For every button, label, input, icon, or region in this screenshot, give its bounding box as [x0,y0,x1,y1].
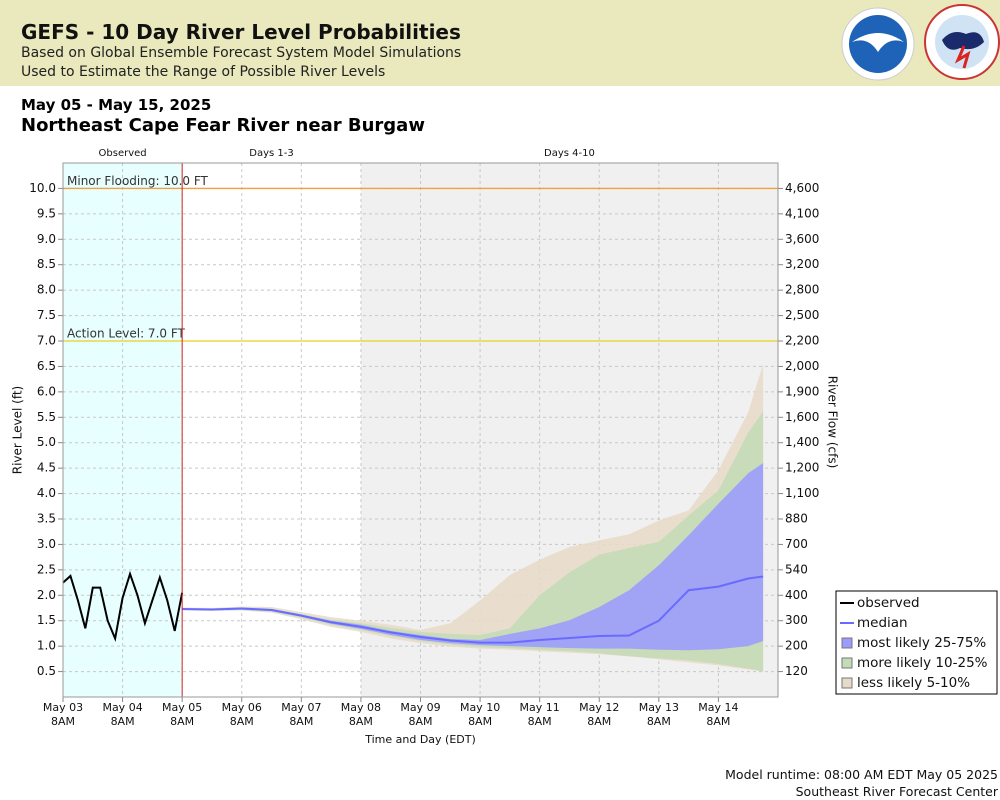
y2-tick-label: 1,200 [785,461,819,475]
logos [841,4,1000,81]
y2-tick-label: 1,100 [785,486,819,500]
plot-frame [62,162,779,698]
y-tick-label: 8.5 [37,257,56,271]
nws-cloud [942,32,984,50]
y-tick-label: 4.0 [37,486,56,500]
y2-tick-label: 1,900 [785,384,819,398]
x-tick-label: May 03 8AM [43,701,83,728]
x-tick-label: May 10 8AM [460,701,500,728]
y-tick-label: 10.0 [29,181,56,195]
y2-tick-label: 1,400 [785,435,819,449]
x-tick-label: May 04 8AM [102,701,142,728]
y-tick-label: 3.5 [37,512,56,526]
y-tick-label: 8.0 [37,283,56,297]
y2-axis-label: River Flow (cfs) [826,376,840,469]
legend-label: less likely 5-10% [857,675,970,691]
chart-title: Northeast Cape Fear River near Burgaw [21,115,425,136]
y-tick-label: 4.5 [37,461,56,475]
series-line [182,575,764,644]
legend-label: most likely 25-75% [857,635,986,651]
threshold-label: Minor Flooding: 10.0 FT [67,174,209,188]
y2-tick-label: 1,600 [785,410,819,424]
x-tick-label: May 13 8AM [639,701,679,728]
x-tick-label: May 12 8AM [579,701,619,728]
x-tick-label: May 09 8AM [400,701,440,728]
x-tick-label: May 14 8AM [698,701,738,728]
footer-runtime: Model runtime: 08:00 AM EDT May 05 2025 [725,767,998,782]
y2-tick-label: 3,600 [785,232,819,246]
y-tick-label: 2.0 [37,588,56,602]
y2-tick-label: 200 [785,639,808,653]
y-tick-label: 6.5 [37,359,56,373]
period-label: Days 1-3 [249,148,293,159]
y-tick-label: 7.0 [37,334,56,348]
noaa-bird [852,33,904,52]
period-label: Days 4-10 [544,148,595,159]
y-tick-label: 9.5 [37,206,56,220]
legend-label: more likely 10-25% [857,655,988,671]
y-tick-label: 5.5 [37,410,56,424]
x-tick-label: May 06 8AM [222,701,262,728]
y-tick-label: 9.0 [37,232,56,246]
x-tick-label: May 05 8AM [162,701,202,728]
y2-tick-label: 540 [785,562,808,576]
legend-box [835,590,998,695]
y-tick-label: 6.0 [37,384,56,398]
period-region [182,163,361,697]
header-title: GEFS - 10 Day River Level Probabilities [21,20,461,44]
y2-tick-label: 880 [785,512,808,526]
footer-center: Southeast River Forecast Center [795,784,998,799]
y2-tick-label: 2,000 [785,359,819,373]
y-tick-label: 3.0 [37,537,56,551]
y-tick-label: 0.5 [37,664,56,678]
header-subtitle: Based on Global Ensemble Forecast System… [21,45,462,61]
x-tick-label: May 08 8AM [341,701,381,728]
x-tick-label: May 11 8AM [520,701,560,728]
y2-tick-label: 700 [785,537,808,551]
header: GEFS - 10 Day River Level Probabilities … [0,0,1000,86]
chart: Observed Days 1-3 Days 4-10 0.5 1.0 1.5 2.0 2.5… [11,148,998,746]
y2-tick-label: 3,200 [785,257,819,271]
legend-label: median [857,615,908,631]
y2-tick-label: 2,200 [785,334,819,348]
nws-bolt [954,45,971,69]
threshold-label: Action Level: 7.0 FT [67,327,186,341]
legend-swatch [841,657,853,669]
date-range: May 05 - May 15, 2025 [21,96,212,114]
legend-swatch [841,677,853,689]
y-axis-label: River Level (ft) [11,386,25,474]
series-line [62,570,184,643]
x-tick-label: May 07 8AM [281,701,321,728]
y-tick-label: 5.0 [37,435,56,449]
y2-tick-label: 4,100 [785,206,819,220]
y2-tick-label: 2,500 [785,308,819,322]
y-tick-label: 1.0 [37,639,56,653]
band-area [182,463,764,651]
y2-tick-label: 300 [785,613,808,627]
y-tick-label: 7.5 [37,308,56,322]
y2-tick-label: 400 [785,588,808,602]
x-axis-label: Time and Day (EDT) [364,733,476,746]
legend-label: observed [857,595,920,611]
legend-swatch [841,637,853,649]
header-subtitle: Used to Estimate the Range of Possible R… [21,64,386,80]
y-tick-label: 1.5 [37,613,56,627]
y2-tick-label: 2,800 [785,283,819,297]
period-label: Observed [99,148,147,159]
y2-tick-label: 120 [785,664,808,678]
y2-tick-label: 4,600 [785,181,819,195]
y-tick-label: 2.5 [37,562,56,576]
